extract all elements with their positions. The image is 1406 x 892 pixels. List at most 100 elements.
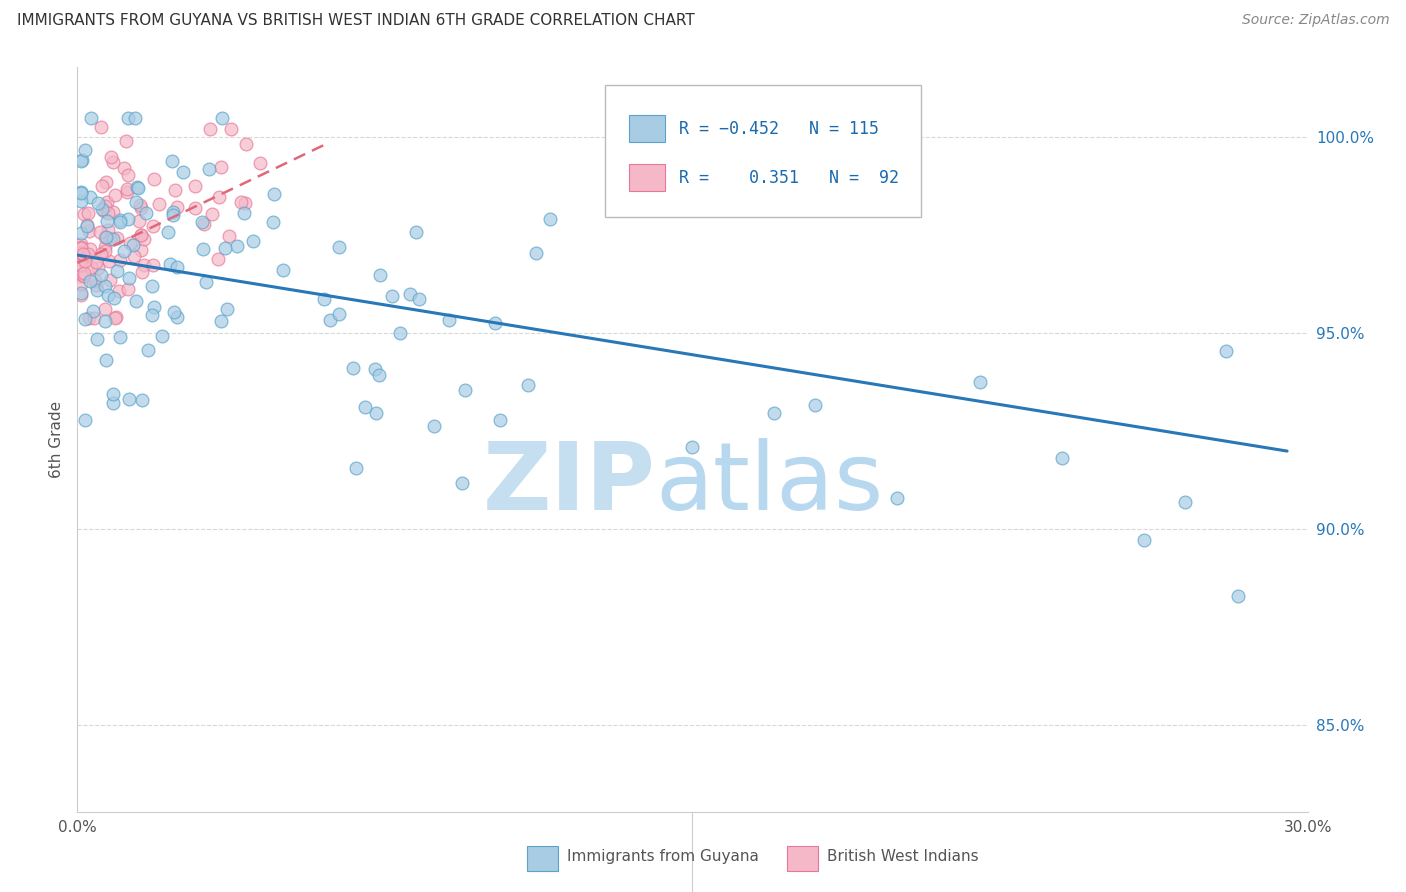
Point	[262, 215, 284, 229]
Point	[94, 314, 117, 328]
Point	[70, 286, 93, 301]
Point	[166, 310, 188, 324]
Point	[162, 208, 184, 222]
Point	[70, 268, 93, 282]
Point	[184, 202, 207, 216]
Point	[143, 301, 166, 315]
Point	[122, 249, 145, 263]
Point	[70, 245, 93, 260]
Point	[117, 169, 139, 183]
Point	[162, 204, 184, 219]
Point	[75, 312, 97, 326]
Point	[90, 179, 112, 194]
Point	[122, 238, 145, 252]
Point	[454, 384, 477, 398]
Point	[98, 253, 121, 268]
Point	[93, 279, 115, 293]
Point	[141, 279, 163, 293]
Point	[77, 247, 100, 261]
Point	[97, 205, 120, 219]
Point	[79, 310, 101, 325]
Point	[86, 283, 108, 297]
Point	[166, 201, 188, 215]
Point	[73, 253, 96, 268]
Point	[94, 199, 117, 213]
Point	[193, 242, 215, 256]
Point	[1215, 344, 1237, 359]
Point	[127, 180, 149, 194]
Point	[198, 162, 221, 177]
Point	[70, 268, 93, 283]
Point	[79, 190, 101, 204]
Point	[115, 185, 138, 199]
Point	[682, 440, 704, 454]
Text: IMMIGRANTS FROM GUYANA VS BRITISH WEST INDIAN 6TH GRADE CORRELATION CHART: IMMIGRANTS FROM GUYANA VS BRITISH WEST I…	[17, 13, 695, 29]
Point	[142, 219, 165, 233]
Point	[112, 244, 135, 258]
Point	[76, 219, 98, 233]
Point	[70, 185, 93, 199]
Point	[84, 278, 107, 293]
Point	[225, 239, 247, 253]
Point	[117, 111, 139, 125]
Point	[166, 260, 188, 275]
Point	[364, 406, 387, 420]
Point	[314, 292, 336, 306]
Point	[105, 310, 128, 325]
Point	[94, 175, 117, 189]
Point	[191, 214, 214, 228]
Point	[208, 190, 231, 204]
Text: Immigrants from Guyana: Immigrants from Guyana	[567, 849, 758, 863]
Point	[263, 187, 285, 202]
Point	[129, 227, 152, 242]
Point	[105, 264, 128, 278]
Point	[1132, 533, 1154, 548]
Point	[70, 277, 93, 291]
Point	[389, 326, 412, 340]
Point	[110, 215, 132, 229]
Point	[157, 225, 180, 239]
Point	[98, 232, 121, 246]
Point	[1226, 589, 1249, 603]
Point	[90, 247, 112, 261]
Point	[70, 186, 93, 201]
Point	[201, 207, 224, 221]
Point	[235, 136, 257, 151]
Point	[215, 301, 238, 316]
Point	[108, 213, 131, 227]
Point	[127, 180, 149, 194]
Point	[93, 240, 115, 254]
Point	[72, 247, 94, 261]
Text: British West Indians: British West Indians	[827, 849, 979, 863]
Point	[763, 405, 786, 419]
Point	[198, 122, 221, 136]
Point	[172, 165, 194, 179]
Text: Source: ZipAtlas.com: Source: ZipAtlas.com	[1241, 13, 1389, 28]
Point	[214, 241, 236, 255]
Point	[79, 242, 101, 256]
Point	[80, 111, 103, 125]
Point	[73, 269, 96, 284]
Point	[233, 196, 256, 211]
Point	[93, 244, 115, 258]
Point	[94, 230, 117, 244]
Point	[364, 362, 387, 376]
Point	[70, 252, 93, 267]
Point	[194, 275, 217, 289]
Point	[118, 392, 141, 407]
Point	[70, 241, 93, 255]
Point	[1050, 451, 1073, 466]
Point	[399, 286, 422, 301]
Point	[143, 172, 166, 186]
Point	[219, 122, 242, 136]
Text: ZIP: ZIP	[482, 438, 655, 530]
Point	[131, 265, 153, 279]
Point	[105, 231, 128, 245]
Point	[211, 111, 233, 125]
Point	[160, 154, 183, 169]
Point	[193, 217, 215, 231]
Point	[218, 229, 240, 244]
Text: R = −0.452   N = 115: R = −0.452 N = 115	[679, 120, 879, 137]
Point	[354, 400, 377, 414]
Point	[89, 225, 111, 239]
